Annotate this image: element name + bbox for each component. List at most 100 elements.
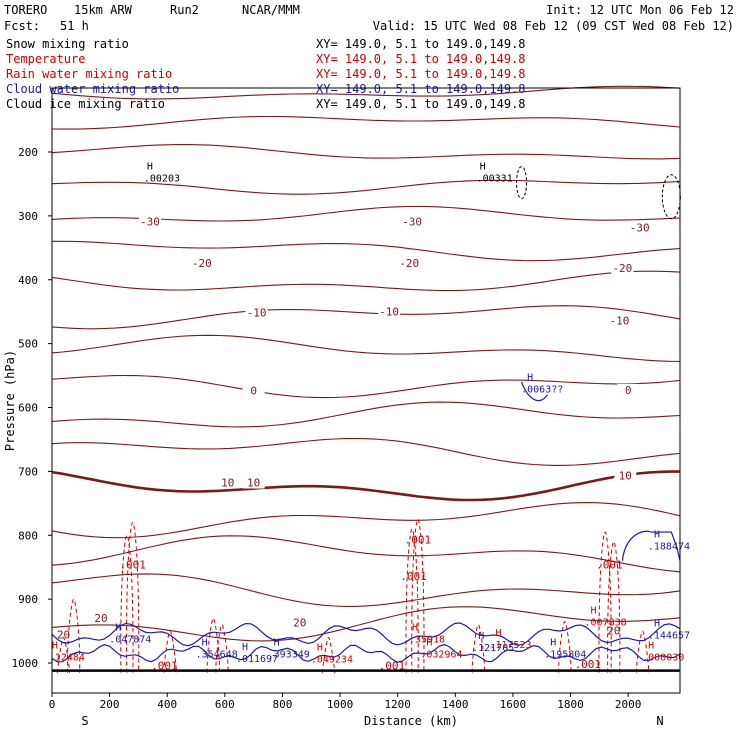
plot-frame [51, 87, 681, 694]
model-name: TORERO [4, 3, 47, 17]
temp-label-bg-3 [190, 256, 213, 269]
temp-label-bg-10 [617, 383, 640, 396]
rain-contour-3 [126, 521, 140, 673]
resolution: 15km ARW [74, 3, 133, 17]
isotherm-5 [51, 502, 681, 539]
rain-contour-12 [471, 624, 485, 673]
rain-contour-11 [321, 636, 336, 674]
legend-name-0: Snow mixing ratio [6, 37, 129, 51]
temp-label-bg-14 [288, 616, 311, 629]
rain-contour-2 [120, 534, 134, 673]
max-marker-0: H [147, 162, 153, 173]
temp-label-bg-0 [138, 215, 161, 228]
y-tick-label-200: 200 [18, 146, 38, 159]
temp-label-17: 20 [57, 629, 70, 642]
x-tick-label-2000: 2000 [615, 698, 642, 711]
rain-contour-1 [66, 598, 81, 673]
y-tick-label-500: 500 [18, 338, 38, 351]
max-marker-2: H [527, 372, 533, 383]
snow-contour-1 [516, 166, 528, 200]
max-marker-5: H [274, 637, 280, 648]
isotherm--5 [51, 437, 681, 466]
valid-time: Valid: 15 UTC Wed 08 Feb 12 (09 CST Wed … [373, 19, 734, 33]
x-tick-label-1400: 1400 [442, 698, 469, 711]
y-tick-label-900: 900 [18, 593, 38, 606]
rain-contour-7 [405, 528, 419, 673]
y-axis-label: Pressure (hPa) [3, 350, 17, 451]
rain-label-6: .001 [575, 658, 602, 671]
rain-contour-4 [163, 630, 177, 673]
max-marker-4: H [202, 637, 208, 648]
max-value-3: .047874 [109, 635, 151, 646]
temp-label-bg-6 [245, 306, 268, 319]
temp-label-9: 0 [250, 385, 257, 398]
max-value-5: .393349 [268, 649, 310, 660]
temp-label-bg-9 [242, 384, 265, 397]
cloud-water-contour-top [51, 622, 681, 647]
temp-label-15: 20 [94, 612, 107, 625]
max-marker-10: H [654, 618, 660, 629]
temp-label-bg-2 [628, 221, 651, 234]
temp-label-bg-1 [401, 215, 424, 228]
rain-contour-5 [206, 617, 220, 673]
max-value-16: .12484 [49, 653, 85, 664]
max-marker-1: H [480, 162, 486, 173]
max-marker-16: H [52, 641, 58, 652]
cloud-water-contour-bottom [51, 643, 681, 663]
legend-xy-3: XY= 149.0, 5.1 to 149.0,149.8 [316, 82, 526, 96]
max-marker-12: H [426, 637, 432, 648]
x-tick-label-600: 600 [215, 698, 235, 711]
max-marker-13: H [495, 628, 501, 639]
isotherm-15 [51, 573, 681, 607]
y-tick-label-1000: 1000 [12, 657, 39, 670]
temp-label-6: -10 [247, 307, 267, 320]
fcst-label: Fcst: [4, 19, 40, 33]
max-value-15: .049234 [311, 655, 353, 666]
max-value-9: .188474 [648, 541, 690, 552]
rain-label-3: .001 [596, 558, 623, 571]
isotherm--55 [51, 115, 681, 130]
max-value-11: .007838 [584, 617, 626, 628]
max-marker-6: H [412, 623, 418, 634]
max-value-7: .121705 [472, 643, 514, 654]
x-axis-label: Distance (km) [364, 714, 458, 728]
temp-label-16: 20 [607, 625, 620, 638]
temp-label-7: -10 [379, 305, 399, 318]
isotherm--30 [51, 270, 681, 292]
isotherm--35 [52, 240, 681, 262]
x-tick-label-200: 200 [100, 698, 120, 711]
cloud-water-blob [621, 530, 681, 561]
legend-name-3: Cloud water mixing ratio [6, 82, 179, 96]
legend-xy-2: XY= 149.0, 5.1 to 149.0,149.8 [316, 67, 526, 81]
temp-label-8: -10 [610, 314, 630, 327]
isotherm-20 [51, 606, 681, 642]
temp-label-bg-12 [242, 476, 265, 489]
max-value-8: .195804 [544, 649, 586, 660]
y-tick-label-400: 400 [18, 274, 38, 287]
legend-name-4: Cloud ice mixing ratio [6, 97, 165, 111]
max-marker-15: H [317, 643, 323, 654]
temp-label-14: 20 [293, 616, 306, 629]
x-tick-label-400: 400 [157, 698, 177, 711]
max-value-2: .0063?? [521, 384, 563, 395]
isotherm--25 [51, 305, 681, 330]
snow-contour-2 [661, 174, 681, 220]
temp-label-1: -30 [402, 215, 422, 228]
legend-name-2: Rain water mixing ratio [6, 67, 172, 81]
cloud-water-melt [520, 381, 548, 402]
max-value-12: .032964 [420, 649, 462, 660]
plot-area: -30 -30 -30 -20 -20 -20 -10 -10 -10 0 0 10 10 10 20 20 2… [49, 85, 690, 674]
temp-label-bg-8 [608, 314, 631, 327]
x-tick-label-1000: 1000 [327, 698, 354, 711]
run-label: Run2 [170, 3, 199, 17]
max-marker-8: H [550, 637, 556, 648]
max-marker-7: H [478, 631, 484, 642]
temp-label-12: 10 [247, 477, 260, 490]
rain-label-0: .001 [119, 558, 146, 571]
temp-label-bg-17 [52, 628, 75, 641]
max-value-13: .117523 [489, 640, 531, 651]
legend-name-1: Temperature [6, 52, 85, 66]
max-value-1: .00331 [477, 174, 513, 185]
rain-label-4: .001 [151, 659, 178, 672]
